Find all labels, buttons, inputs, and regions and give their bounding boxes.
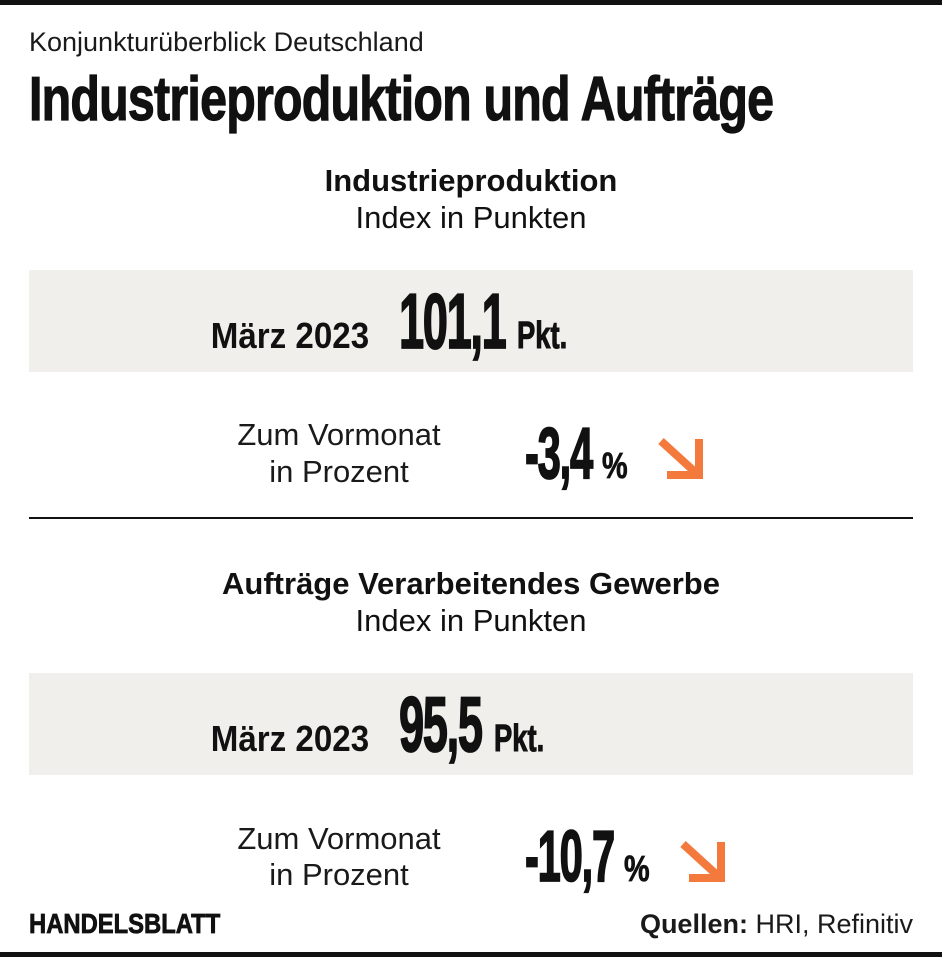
arrow-down-right-icon bbox=[658, 438, 704, 480]
footer: HANDELSBLATT Quellen: HRI, Refinitiv bbox=[29, 908, 913, 940]
change-value: -10,7 bbox=[524, 817, 615, 899]
kicker: Konjunkturüberblick Deutschland bbox=[29, 27, 424, 57]
change-value: -3,4 bbox=[524, 413, 593, 495]
section-subheading: Index in Punkten bbox=[355, 603, 587, 639]
stat-period-label: März 2023 bbox=[210, 314, 369, 356]
stat-unit: Pkt. bbox=[493, 717, 545, 760]
section-industrieproduktion: Industrieproduktion Index in Punkten Mär… bbox=[29, 162, 913, 520]
section-divider bbox=[29, 517, 913, 520]
stat-row: März 2023 95,5 Pkt. bbox=[29, 679, 913, 770]
sources-value: HRI, Refinitiv bbox=[755, 909, 913, 939]
brand-logo: HANDELSBLATT bbox=[29, 908, 221, 940]
change-value-group: -10,7 % bbox=[524, 816, 650, 899]
stat-band: März 2023 101,1 Pkt. bbox=[29, 270, 913, 373]
page-title-text: Industrieproduktion und Aufträge bbox=[29, 65, 775, 135]
top-rule bbox=[0, 0, 942, 5]
page-title: Industrieproduktion und Aufträge bbox=[29, 64, 913, 135]
change-row: Zum Vormonat in Prozent -10,7 % bbox=[29, 807, 913, 907]
section-auftraege: Aufträge Verarbeitendes Gewerbe Index in… bbox=[29, 565, 913, 907]
stat-band: März 2023 95,5 Pkt. bbox=[29, 673, 913, 776]
bottom-rule bbox=[0, 952, 942, 957]
stat-row: März 2023 101,1 Pkt. bbox=[29, 276, 913, 367]
stat-unit: Pkt. bbox=[517, 314, 568, 357]
change-label: Zum Vormonat in Prozent bbox=[237, 820, 441, 893]
sources: Quellen: HRI, Refinitiv bbox=[640, 909, 913, 940]
change-value-group: -3,4 % bbox=[524, 413, 628, 495]
stat-value: 95,5 bbox=[398, 679, 483, 769]
change-unit: % bbox=[602, 445, 628, 487]
stat-period-label: März 2023 bbox=[210, 717, 369, 759]
section-subheading: Index in Punkten bbox=[355, 199, 587, 235]
sources-label: Quellen: bbox=[639, 909, 748, 939]
arrow-down-right-icon bbox=[679, 841, 726, 883]
change-label: Zum Vormonat in Prozent bbox=[237, 417, 441, 490]
section-heading: Industrieproduktion bbox=[324, 162, 618, 198]
stat-value: 101,1 bbox=[398, 276, 507, 366]
change-unit: % bbox=[624, 848, 650, 890]
change-row: Zum Vormonat in Prozent -3,4 % bbox=[29, 404, 913, 504]
section-heading: Aufträge Verarbeitendes Gewerbe bbox=[222, 566, 720, 602]
